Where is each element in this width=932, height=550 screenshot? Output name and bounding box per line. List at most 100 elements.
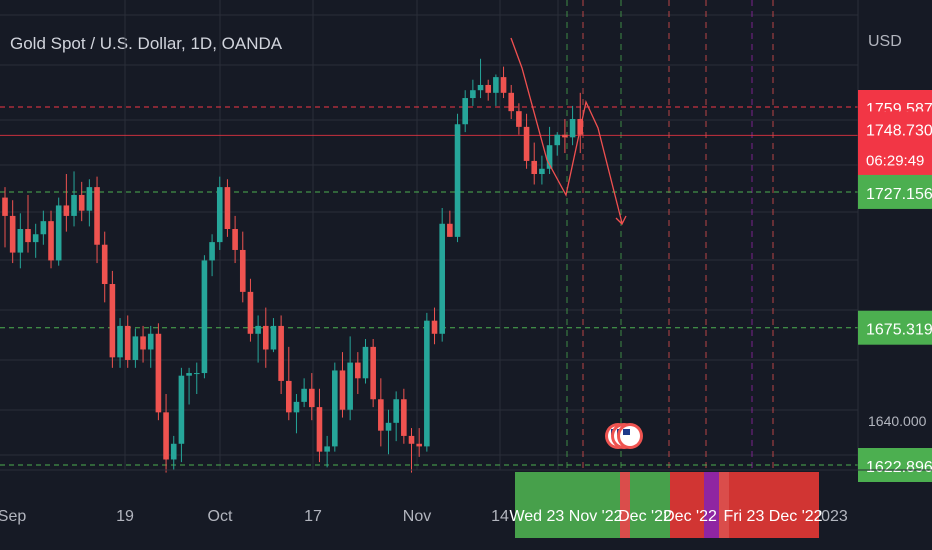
- candle-body: [362, 346, 369, 379]
- candle-body: [523, 126, 530, 161]
- event-date-label: Dec '22: [663, 508, 717, 525]
- candle-body: [155, 333, 162, 413]
- price-label-badge: [858, 310, 932, 345]
- candle-body: [186, 373, 192, 376]
- price-label-badge: [858, 448, 932, 482]
- candle-body: [193, 373, 200, 375]
- candle-body: [301, 388, 307, 402]
- event-date-box: [704, 472, 719, 538]
- x-tick-label: Sep: [0, 508, 26, 525]
- candle-body: [332, 370, 338, 447]
- x-tick-label: 17: [304, 508, 322, 525]
- candle-body: [493, 77, 499, 93]
- price-countdown: 06:29:49: [866, 152, 924, 169]
- candle-body: [485, 84, 492, 93]
- event-date-box: [670, 472, 704, 538]
- x-tick-label: Oct: [208, 508, 233, 525]
- candle-body: [101, 244, 108, 285]
- candle-body: [270, 325, 277, 350]
- candle-body: [124, 325, 131, 360]
- candle-body: [78, 194, 85, 211]
- event-date-label: Wed 23 Nov '22: [509, 508, 622, 525]
- candle-body: [201, 260, 208, 374]
- candle-body: [393, 399, 399, 423]
- x-tick-label: 2023: [812, 508, 848, 525]
- candle-body: [94, 187, 100, 245]
- candle-body: [170, 443, 177, 460]
- price-label-badge: [858, 174, 932, 209]
- candle-body: [25, 229, 31, 243]
- candle-body: [347, 362, 353, 410]
- candle-body: [132, 336, 139, 360]
- candle-body: [470, 90, 476, 99]
- candle-body: [339, 370, 346, 410]
- candle-body: [86, 187, 93, 211]
- candle-body: [316, 407, 323, 452]
- candle-body: [324, 446, 330, 452]
- projection-arrow: [615, 215, 627, 226]
- candle-body: [401, 399, 407, 436]
- price-label: 1748.730: [866, 122, 932, 139]
- candle-body: [500, 77, 507, 93]
- x-tick-label: 14: [491, 508, 509, 525]
- candle-body: [117, 325, 123, 358]
- candle-body: [293, 401, 300, 413]
- candle-body: [109, 284, 116, 358]
- candle-body: [247, 291, 254, 334]
- candle-body: [424, 320, 430, 447]
- candle-body: [71, 194, 77, 216]
- projection-path: [510, 37, 623, 224]
- candle-body: [439, 223, 445, 334]
- candle-body: [40, 221, 47, 235]
- candle-body: [508, 92, 515, 112]
- candle-body: [285, 380, 292, 413]
- candle-body: [224, 187, 231, 230]
- candle-body: [408, 435, 415, 444]
- candle-body: [531, 160, 538, 175]
- candle-body: [17, 229, 24, 253]
- candle-body: [32, 234, 39, 243]
- candle-body: [516, 111, 522, 127]
- event-date-box: [620, 472, 630, 538]
- candle-body: [355, 362, 361, 379]
- candle-body: [554, 134, 561, 146]
- chart-title: Gold Spot / U.S. Dollar, 1D, OANDA: [10, 34, 283, 53]
- candle-body: [147, 333, 154, 350]
- candle-body: [416, 443, 422, 447]
- candle-body: [546, 145, 553, 169]
- event-date-label: Fri 23 Dec '22: [723, 508, 822, 525]
- candle-body: [239, 249, 246, 292]
- candle-body: [278, 325, 284, 381]
- price-label: 1675.319: [866, 322, 932, 339]
- event-date-box: [729, 472, 819, 538]
- candle-body: [178, 375, 185, 444]
- candle-body: [569, 119, 576, 138]
- event-date-box: [515, 472, 620, 538]
- x-tick-label: 19: [116, 508, 134, 525]
- candle-body: [163, 412, 169, 460]
- candle-body: [385, 422, 392, 431]
- candle-body: [262, 325, 269, 350]
- candle-body: [232, 229, 238, 250]
- candle-body: [370, 346, 376, 400]
- candle-body: [209, 242, 215, 261]
- price-label-badge: [858, 111, 932, 180]
- price-label: 1622.896: [866, 459, 932, 476]
- candle-body: [562, 134, 568, 138]
- candle-body: [477, 84, 484, 91]
- candle-body: [9, 215, 16, 253]
- event-date-label: Dec '22: [618, 508, 672, 525]
- x-tick-label: Nov: [403, 508, 431, 525]
- currency-label: USD: [868, 33, 902, 50]
- price-label: 1727.156: [866, 186, 932, 203]
- candle-body: [48, 221, 54, 261]
- candle-body: [462, 98, 468, 125]
- candle-body: [431, 320, 438, 334]
- candle-body: [454, 124, 461, 237]
- candle-body: [255, 325, 261, 334]
- candle-body: [140, 336, 146, 350]
- candle-body: [63, 205, 70, 216]
- candle-body: [447, 223, 453, 237]
- event-date-box: [719, 472, 729, 538]
